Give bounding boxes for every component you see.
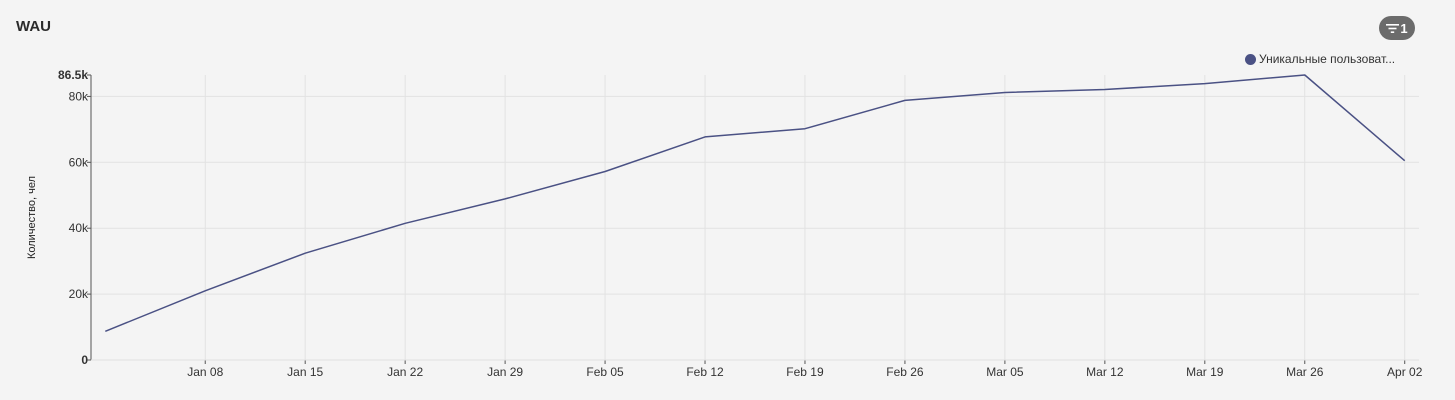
x-tick-label: Feb 05 bbox=[586, 365, 624, 379]
series-line bbox=[105, 74, 1406, 332]
filter-count: 1 bbox=[1400, 20, 1408, 36]
x-tick-label: Mar 26 bbox=[1286, 365, 1324, 379]
x-tick-label: Jan 08 bbox=[187, 365, 223, 379]
y-tick-label: 0 bbox=[81, 353, 88, 367]
y-axis-title: Количество, чел bbox=[26, 176, 38, 259]
y-tick-label: 20k bbox=[69, 287, 89, 301]
x-tick-label: Jan 15 bbox=[287, 365, 323, 379]
filter-button[interactable]: 1 bbox=[1379, 16, 1415, 40]
y-tick-label: 80k bbox=[69, 89, 89, 103]
x-tick-label: Mar 05 bbox=[986, 365, 1024, 379]
legend-swatch bbox=[1245, 53, 1256, 65]
legend-item[interactable]: Уникальные пользоват... bbox=[1245, 52, 1395, 66]
x-tick-label: Feb 26 bbox=[886, 365, 924, 379]
x-tick-label: Apr 02 bbox=[1387, 365, 1423, 379]
x-tick-label: Mar 19 bbox=[1186, 365, 1224, 379]
y-tick-label: 60k bbox=[69, 155, 89, 169]
series-layer bbox=[105, 74, 1406, 332]
x-tick-label: Feb 12 bbox=[686, 365, 724, 379]
y-tick-label: 86.5k bbox=[58, 68, 88, 82]
x-tick-label: Jan 22 bbox=[387, 365, 423, 379]
grid-layer bbox=[91, 75, 1419, 360]
x-tick-label: Jan 29 bbox=[487, 365, 523, 379]
legend-label: Уникальные пользоват... bbox=[1259, 52, 1396, 66]
y-tick-label: 40k bbox=[69, 221, 89, 235]
axis-layer: 0 20k 40k 60k 80k 86.5k Jan 08 Jan 15 Jan 22 Jan … bbox=[26, 68, 1423, 379]
x-tick-label: Feb 19 bbox=[786, 365, 824, 379]
x-tick-label: Mar 12 bbox=[1086, 365, 1124, 379]
chart-title: WAU bbox=[16, 18, 51, 35]
filter-icon bbox=[1386, 23, 1400, 34]
